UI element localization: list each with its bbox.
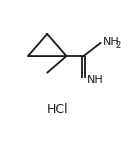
Text: 2: 2: [115, 41, 120, 50]
Text: HCl: HCl: [47, 103, 69, 116]
Text: NH: NH: [103, 37, 120, 47]
Text: NH: NH: [87, 75, 104, 86]
